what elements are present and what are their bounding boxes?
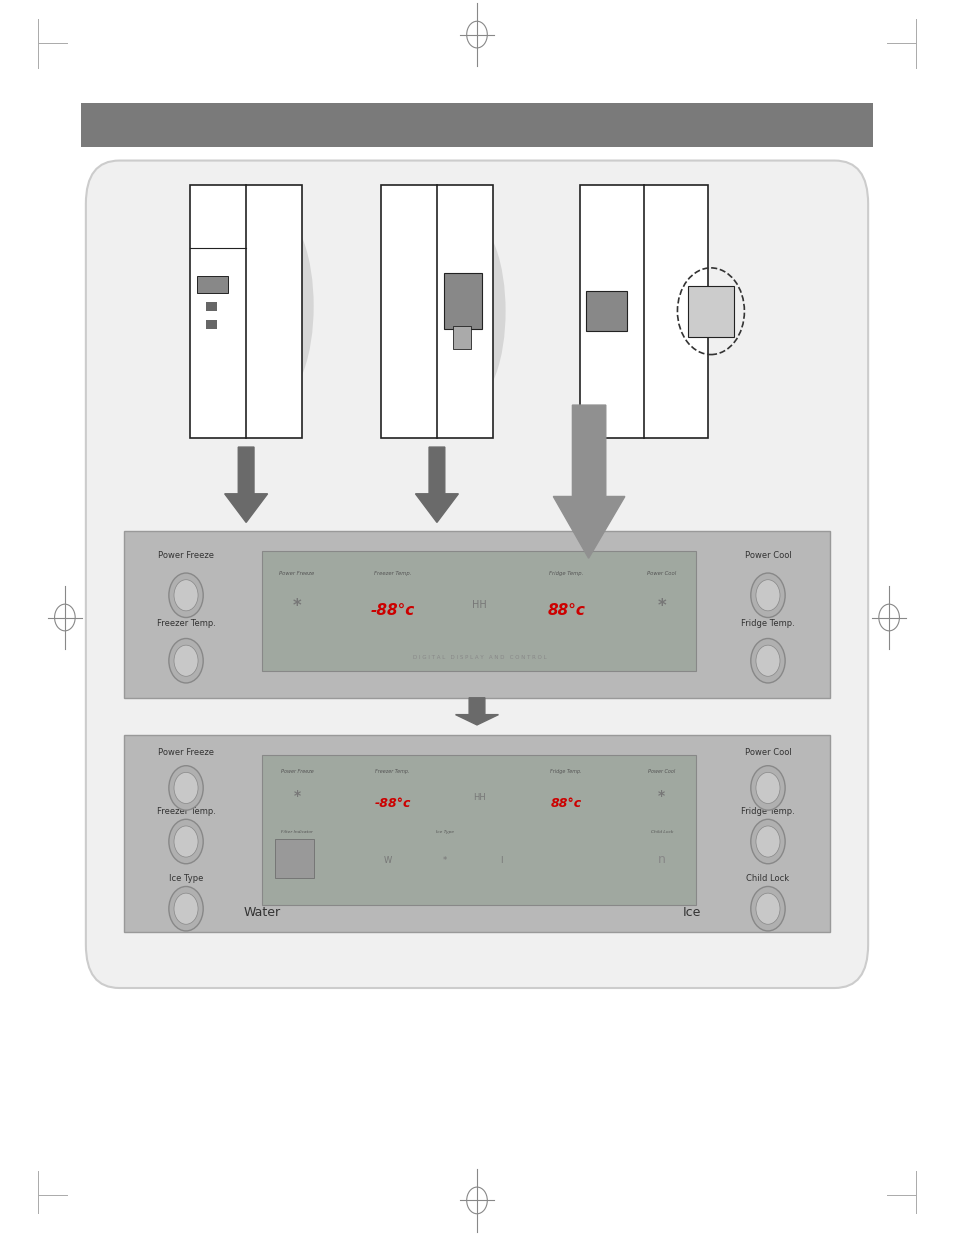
- Circle shape: [750, 766, 784, 810]
- Text: 88°c: 88°c: [550, 798, 581, 810]
- Circle shape: [169, 819, 203, 863]
- Polygon shape: [225, 447, 267, 522]
- Circle shape: [750, 819, 784, 863]
- Text: HH: HH: [473, 793, 485, 802]
- Text: n: n: [657, 853, 665, 866]
- Circle shape: [169, 573, 203, 618]
- Text: Power Freeze: Power Freeze: [158, 551, 213, 561]
- Text: Fridge Temp.: Fridge Temp.: [740, 619, 794, 629]
- Polygon shape: [553, 405, 624, 558]
- Text: Water: Water: [244, 906, 280, 919]
- Bar: [206, 320, 216, 329]
- Bar: [687, 285, 734, 336]
- Text: Ice Type: Ice Type: [436, 830, 454, 834]
- Bar: [380, 185, 493, 438]
- Text: Ice: Ice: [681, 906, 700, 919]
- Ellipse shape: [440, 222, 505, 400]
- Text: Power Freeze: Power Freeze: [158, 747, 213, 757]
- Circle shape: [173, 893, 198, 924]
- Bar: [443, 273, 481, 329]
- Text: I: I: [499, 856, 502, 864]
- FancyBboxPatch shape: [86, 161, 867, 988]
- Circle shape: [169, 766, 203, 810]
- Text: Power Freeze: Power Freeze: [280, 768, 314, 773]
- Circle shape: [173, 645, 198, 677]
- Circle shape: [755, 772, 780, 804]
- Text: Freezer Temp.: Freezer Temp.: [156, 806, 215, 816]
- Text: 88°c: 88°c: [547, 604, 584, 619]
- Circle shape: [169, 887, 203, 931]
- Bar: [262, 755, 696, 905]
- Text: *: *: [657, 597, 665, 615]
- Text: *: *: [658, 789, 664, 803]
- Bar: [275, 839, 314, 878]
- Text: Fridge Temp.: Fridge Temp.: [740, 806, 794, 816]
- Text: Fridge Temp.: Fridge Temp.: [549, 571, 582, 576]
- Circle shape: [173, 579, 198, 611]
- Text: Freezer Temp.: Freezer Temp.: [374, 571, 411, 576]
- Text: HH: HH: [472, 600, 486, 610]
- Bar: [206, 303, 216, 311]
- Ellipse shape: [246, 215, 314, 398]
- Text: Child Lock: Child Lock: [745, 874, 789, 883]
- Circle shape: [755, 645, 780, 677]
- Circle shape: [755, 579, 780, 611]
- Text: W: W: [384, 856, 392, 864]
- Text: Power Cool: Power Cool: [647, 768, 675, 773]
- Text: *: *: [294, 789, 300, 803]
- Text: Power Freeze: Power Freeze: [279, 571, 314, 576]
- Text: Child Lock: Child Lock: [650, 830, 672, 834]
- Text: Filter Indicator: Filter Indicator: [281, 830, 313, 834]
- Bar: [124, 735, 829, 932]
- Circle shape: [173, 826, 198, 857]
- Bar: [190, 185, 302, 438]
- Circle shape: [750, 638, 784, 683]
- Text: Power Cool: Power Cool: [743, 747, 791, 757]
- Polygon shape: [415, 447, 458, 522]
- Text: -88°c: -88°c: [374, 798, 411, 810]
- Text: Power Cool: Power Cool: [646, 571, 676, 576]
- Bar: [81, 103, 872, 147]
- Bar: [453, 326, 470, 350]
- Text: Power Cool: Power Cool: [743, 551, 791, 561]
- Text: Freezer Temp.: Freezer Temp.: [156, 619, 215, 629]
- Text: *: *: [442, 856, 446, 864]
- Text: -88°c: -88°c: [370, 604, 415, 619]
- Bar: [262, 551, 696, 671]
- Circle shape: [750, 573, 784, 618]
- Bar: [578, 185, 707, 438]
- Circle shape: [169, 638, 203, 683]
- Ellipse shape: [608, 228, 666, 394]
- Text: Ice Type: Ice Type: [169, 874, 203, 883]
- Circle shape: [173, 772, 198, 804]
- Polygon shape: [455, 698, 497, 725]
- Bar: [585, 291, 626, 331]
- Text: *: *: [293, 597, 301, 615]
- Text: D I G I T A L   D I S P L A Y   A N D   C O N T R O L: D I G I T A L D I S P L A Y A N D C O N …: [412, 655, 546, 659]
- Circle shape: [755, 826, 780, 857]
- Text: Fridge Temp.: Fridge Temp.: [550, 768, 581, 773]
- Circle shape: [755, 893, 780, 924]
- Bar: [196, 275, 228, 294]
- Bar: [124, 531, 829, 698]
- Text: Freezer Temp.: Freezer Temp.: [375, 768, 410, 773]
- Circle shape: [750, 887, 784, 931]
